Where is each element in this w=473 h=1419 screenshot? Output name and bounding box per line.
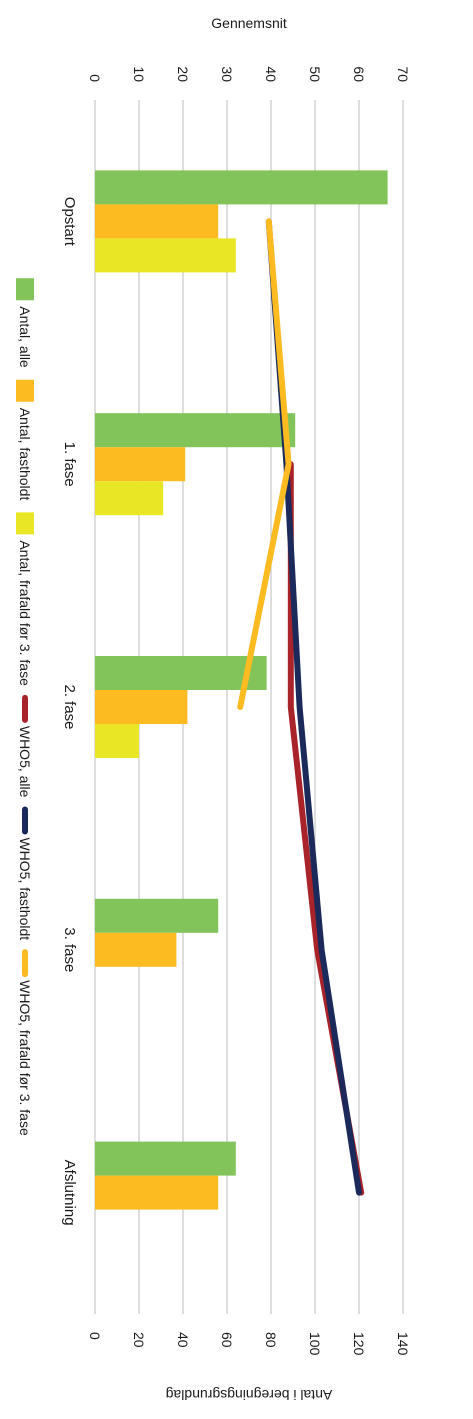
legend-swatch [16,512,34,535]
right-axis-title: Antal i beregningsgrundlag [166,1387,333,1403]
bar-1-0 [95,204,219,239]
bars [94,170,388,1210]
left-tick-label: 10 [131,66,147,82]
category-label: 2. fase [61,684,78,729]
right-tick-label: 140 [395,1332,411,1356]
left-tick-label: 60 [351,66,367,82]
right-tick-label: 60 [219,1332,235,1348]
left-tick-label: 20 [175,66,191,82]
right-tick-label: 0 [87,1332,103,1340]
bar-2-0 [95,238,236,273]
bar-0-2 [95,656,267,690]
bar-1-3 [94,932,177,967]
left-tick-label: 70 [395,66,411,82]
legend-label: Antal, alle [17,306,33,368]
category-labels: Opstart 1. fase 2. fase 3. fase Afslutning [61,197,78,1226]
line-series-0 [287,461,365,1196]
bar-0-4 [95,1141,236,1176]
right-tick-label: 100 [307,1332,323,1356]
right-tick-label: 20 [131,1332,147,1348]
bar-1-2 [94,690,188,724]
lines [237,218,365,1196]
category-label: 1. fase [61,442,78,487]
bar-1-1 [95,447,186,482]
bar-0-1 [95,413,296,448]
legend-swatch [16,379,34,402]
bar-2-2 [95,724,139,758]
bar-2-1 [95,481,164,516]
right-tick-label: 120 [351,1332,367,1356]
bar-1-4 [95,1175,219,1210]
category-label: Opstart [61,197,78,247]
line-series-2 [237,218,292,710]
legend-label: WHO5, fastholdt [17,837,33,940]
right-tick-label: 40 [175,1332,191,1348]
left-tick-label: 40 [263,66,279,82]
left-axis-title: Gennemsnit [211,15,287,31]
legend-swatch [16,278,34,301]
left-tick-label: 0 [87,74,103,82]
left-tick-label: 50 [307,66,323,82]
bar-0-3 [95,898,219,933]
bar-0-0 [94,170,388,205]
left-axis-ticks: 0 10 20 30 40 50 60 70 [87,66,411,82]
legend-label: Antal, frafald før 3. fase [17,540,33,686]
right-tick-label: 80 [263,1332,279,1348]
legend-label: WHO5, frafald før 3. fase [17,980,33,1136]
left-tick-label: 30 [219,66,235,82]
legend: Antal, alle Antal, fastholdt Antal, frafal… [16,278,34,1136]
category-label: 3. fase [61,927,78,972]
legend-label: WHO5, alle [17,726,33,798]
right-axis-ticks: 0 20 40 60 80 100 120 140 [87,1332,411,1356]
category-label: Afslutning [61,1160,78,1226]
legend-label: Antal, fastholdt [17,408,33,501]
